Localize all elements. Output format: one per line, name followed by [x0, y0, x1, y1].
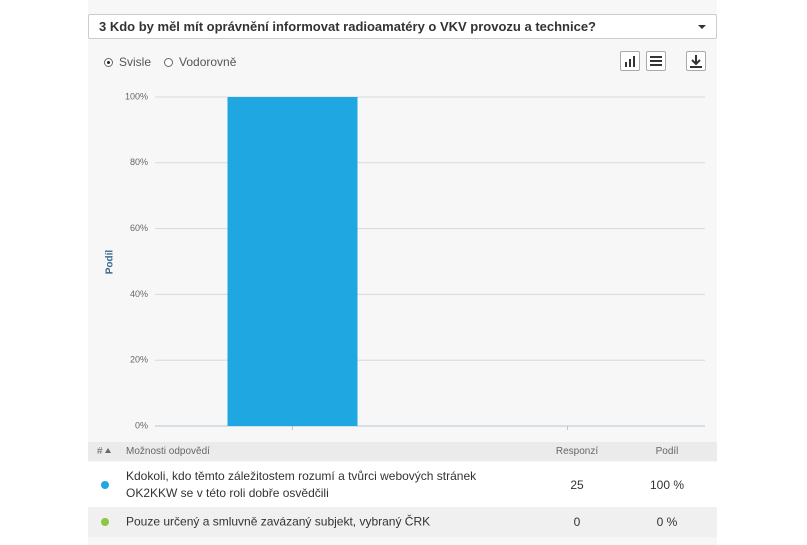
icon: [690, 55, 702, 68]
column-header[interactable]: #: [97, 446, 103, 457]
radio-button: [164, 58, 173, 67]
radio-label: Vodorovně: [179, 55, 237, 69]
responses: 25: [570, 477, 584, 492]
legend-dot: [101, 518, 109, 526]
sort-indicator: [105, 448, 111, 453]
y-tick-label: 60%: [130, 223, 148, 233]
answer-text: Pouze určený a smluvně zavázaný subjekt,…: [126, 514, 431, 529]
icon: [650, 56, 662, 66]
table-row: Pouze určený a smluvně zavázaný subjekt,…: [88, 507, 717, 537]
radio-label: Svisle: [119, 55, 152, 69]
share: 100 %: [649, 477, 685, 492]
y-tick-label: 80%: [130, 157, 148, 167]
download-button[interactable]: [686, 51, 706, 71]
legend-dot: [101, 480, 109, 489]
radio-option[interactable]: Vodorovně: [164, 55, 236, 69]
y-tick-label: 20%: [130, 355, 148, 365]
table-icon-button[interactable]: [646, 51, 666, 71]
chart-icon-button[interactable]: [620, 51, 640, 71]
responses: 0: [573, 515, 581, 529]
y-tick-label: 100%: [125, 91, 148, 101]
caret: [698, 25, 706, 29]
chart: Podíl 0% 20% 40% 60% 80% 100%: [105, 91, 705, 430]
share: 0 %: [656, 515, 678, 529]
y-tick-label: 0%: [135, 420, 148, 430]
icon: [625, 56, 635, 67]
radio-option[interactable]: Svisle: [104, 55, 151, 69]
y-tick-label: 40%: [130, 289, 148, 299]
y-axis-label: Podíl: [105, 250, 116, 275]
bar: [227, 97, 358, 426]
question-title: 3 Kdo by měl mít oprávnění informovat ra…: [99, 19, 596, 34]
question-dropdown[interactable]: 3 Kdo by měl mít oprávnění informovat ra…: [88, 14, 717, 39]
column-header[interactable]: Možnosti odpovědí: [126, 446, 210, 457]
column-header[interactable]: Podíl: [655, 446, 679, 457]
table-header: # Možnosti odpovědí Responzí Podíl: [88, 442, 717, 461]
answer-text: Kdokoli, kdo těmto záležitostem rozumí a…: [126, 468, 477, 500]
table-row: Kdokoli, kdo těmto záležitostem rozumí a…: [88, 462, 717, 507]
column-header[interactable]: Responzí: [555, 446, 599, 457]
radio-button: [104, 58, 113, 67]
